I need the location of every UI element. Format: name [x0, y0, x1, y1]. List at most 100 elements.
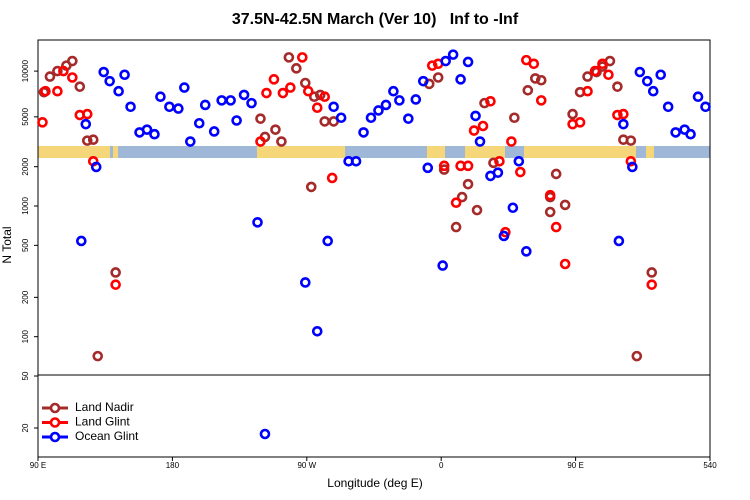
point: [305, 181, 317, 193]
y-tick-label: 1000: [21, 197, 30, 215]
point: [76, 235, 87, 247]
point: [509, 112, 520, 124]
point: [37, 117, 48, 128]
surface-strip: [38, 146, 710, 158]
point: [365, 112, 377, 124]
point: [58, 65, 69, 77]
point: [81, 135, 93, 146]
point: [125, 101, 136, 113]
point: [455, 74, 466, 85]
series: [76, 49, 711, 440]
land-strip: [465, 146, 505, 158]
land-strip: [113, 146, 118, 158]
point: [255, 136, 266, 147]
point: [319, 91, 331, 103]
point: [535, 95, 547, 106]
point: [403, 113, 414, 124]
point: [300, 77, 311, 89]
point: [550, 221, 562, 233]
point: [641, 75, 653, 87]
point: [506, 136, 517, 147]
point: [462, 56, 474, 68]
legend-item: Land Nadir: [42, 400, 134, 414]
point: [216, 95, 227, 106]
point: [462, 160, 474, 172]
point: [335, 112, 347, 124]
point: [276, 136, 287, 147]
point: [494, 155, 505, 167]
point: [208, 126, 220, 137]
point: [225, 95, 236, 106]
point: [438, 164, 450, 175]
point: [417, 75, 429, 87]
point: [394, 95, 405, 106]
point: [544, 189, 556, 201]
y-tick-label: 5000: [21, 107, 30, 125]
point: [87, 134, 99, 146]
legend-symbol: [49, 417, 61, 428]
point: [456, 191, 468, 203]
legend-symbol: [49, 431, 61, 443]
point: [468, 125, 480, 136]
point: [52, 85, 63, 97]
y-axis-label: N Total: [0, 226, 14, 263]
point: [618, 118, 629, 130]
point: [388, 85, 399, 97]
point: [285, 82, 296, 93]
point: [308, 91, 320, 103]
x-tick-label: 540: [703, 461, 717, 470]
land-strip: [646, 146, 654, 158]
point: [80, 118, 92, 130]
point: [199, 99, 211, 111]
point: [474, 136, 486, 147]
point: [612, 109, 623, 121]
point: [582, 71, 593, 82]
point: [447, 49, 459, 60]
legend-symbol: [49, 402, 61, 414]
point: [319, 116, 331, 127]
point: [647, 85, 659, 97]
x-tick-label: 90 E: [567, 461, 583, 470]
y-tick-label: 2000: [21, 157, 30, 175]
point: [322, 235, 334, 247]
point: [498, 230, 510, 242]
y-tick-label: 20: [21, 423, 30, 432]
point: [302, 85, 314, 97]
point: [559, 199, 571, 211]
point: [507, 202, 519, 214]
point: [67, 72, 78, 83]
point: [185, 136, 196, 147]
point: [485, 95, 496, 107]
point: [373, 105, 384, 116]
point: [173, 103, 184, 114]
point: [110, 267, 121, 278]
point: [44, 71, 56, 82]
land-strip: [427, 146, 445, 158]
point: [488, 157, 499, 169]
point: [110, 279, 121, 290]
point: [164, 101, 175, 113]
point: [74, 81, 86, 92]
point: [98, 66, 110, 78]
point: [589, 65, 601, 77]
point: [326, 172, 338, 184]
point: [618, 108, 629, 120]
point: [479, 97, 490, 109]
point: [544, 206, 556, 218]
point: [40, 85, 51, 97]
point: [462, 178, 474, 190]
point: [283, 52, 295, 63]
point: [255, 113, 266, 124]
point: [311, 325, 323, 337]
point: [625, 135, 637, 146]
point: [646, 279, 658, 290]
point: [521, 246, 532, 257]
legend-item: Land Glint: [42, 415, 130, 429]
chart-title: 37.5N-42.5N March (Ver 10) Inf to -Inf: [232, 11, 519, 28]
point: [238, 89, 250, 101]
point: [513, 155, 525, 167]
legend-label: Ocean Glint: [75, 429, 139, 443]
point: [410, 94, 422, 105]
point: [440, 55, 451, 67]
point: [311, 102, 323, 113]
